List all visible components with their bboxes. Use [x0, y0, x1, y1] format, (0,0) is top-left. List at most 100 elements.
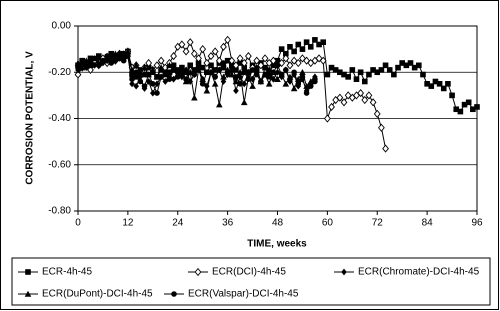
marker [220, 73, 227, 80]
marker [150, 81, 156, 87]
marker [295, 81, 302, 87]
marker [232, 61, 240, 70]
marker [461, 101, 468, 108]
marker [211, 80, 219, 87]
marker [470, 106, 476, 113]
marker [191, 94, 198, 101]
marker [216, 101, 223, 108]
marker [87, 60, 94, 66]
legend-label: ECR(DuPont)-DCI-4h-45 [42, 289, 153, 300]
marker [157, 56, 165, 65]
marker [403, 62, 410, 69]
marker [220, 42, 227, 51]
marker [345, 74, 351, 80]
marker [291, 48, 297, 55]
marker [319, 56, 327, 65]
marker [270, 62, 277, 69]
marker [303, 56, 310, 65]
marker [366, 71, 372, 78]
marker [278, 58, 286, 68]
marker [157, 64, 165, 71]
marker [307, 83, 314, 89]
marker [357, 88, 365, 98]
marker [162, 78, 169, 85]
marker [445, 81, 451, 87]
marker [262, 64, 268, 71]
marker [336, 93, 344, 102]
marker [228, 56, 236, 65]
marker [224, 69, 231, 76]
marker [207, 51, 215, 61]
marker [457, 108, 464, 115]
marker [237, 81, 243, 87]
legend-label: ECR(DCI)-4h-45 [212, 267, 286, 278]
marker [125, 53, 131, 59]
marker [220, 64, 227, 71]
marker [25, 269, 31, 275]
marker [428, 83, 435, 89]
marker [183, 76, 189, 82]
marker [186, 38, 194, 47]
marker [274, 62, 281, 69]
marker [341, 71, 347, 78]
marker [365, 91, 373, 100]
series-line [77, 52, 316, 95]
marker [282, 80, 290, 87]
marker [416, 62, 422, 69]
marker [233, 74, 239, 80]
marker [95, 54, 102, 62]
marker [154, 80, 160, 88]
marker [278, 46, 285, 52]
marker [75, 64, 81, 71]
marker [133, 69, 139, 76]
marker [91, 61, 98, 69]
marker [149, 66, 157, 73]
marker [129, 76, 135, 82]
marker [224, 57, 231, 64]
marker [116, 50, 123, 57]
marker [129, 71, 135, 78]
marker [194, 267, 202, 277]
marker [287, 76, 293, 82]
x-tick-label: 12 [122, 218, 134, 229]
marker [253, 56, 261, 65]
x-tick-label: 60 [322, 218, 334, 229]
marker [170, 62, 177, 69]
marker [187, 62, 194, 69]
marker [178, 64, 186, 71]
marker [233, 87, 239, 95]
marker [166, 62, 173, 69]
marker [108, 60, 115, 66]
marker [120, 57, 127, 64]
marker [195, 64, 202, 71]
marker [133, 82, 139, 90]
marker [274, 57, 281, 64]
marker [141, 71, 148, 78]
marker [240, 99, 248, 106]
marker [170, 51, 177, 61]
x-tick-label: 36 [222, 218, 234, 229]
marker [340, 98, 348, 107]
marker [269, 56, 277, 65]
marker [91, 55, 98, 62]
marker [162, 69, 169, 76]
marker [270, 69, 277, 76]
marker [195, 60, 202, 66]
marker [78, 64, 86, 71]
y-tick-label: 0.00 [52, 21, 72, 32]
marker [337, 69, 343, 76]
marker [294, 58, 302, 68]
y-axis-title: CORROSION POTENTIAL, V [25, 51, 36, 185]
marker [74, 70, 82, 79]
marker [112, 55, 119, 62]
marker [174, 74, 181, 80]
marker [245, 76, 252, 82]
marker [241, 69, 248, 76]
marker [253, 66, 261, 73]
marker [386, 67, 393, 73]
marker [228, 64, 235, 71]
marker [245, 68, 252, 76]
marker [158, 74, 164, 80]
marker [432, 78, 439, 85]
marker [170, 67, 177, 73]
